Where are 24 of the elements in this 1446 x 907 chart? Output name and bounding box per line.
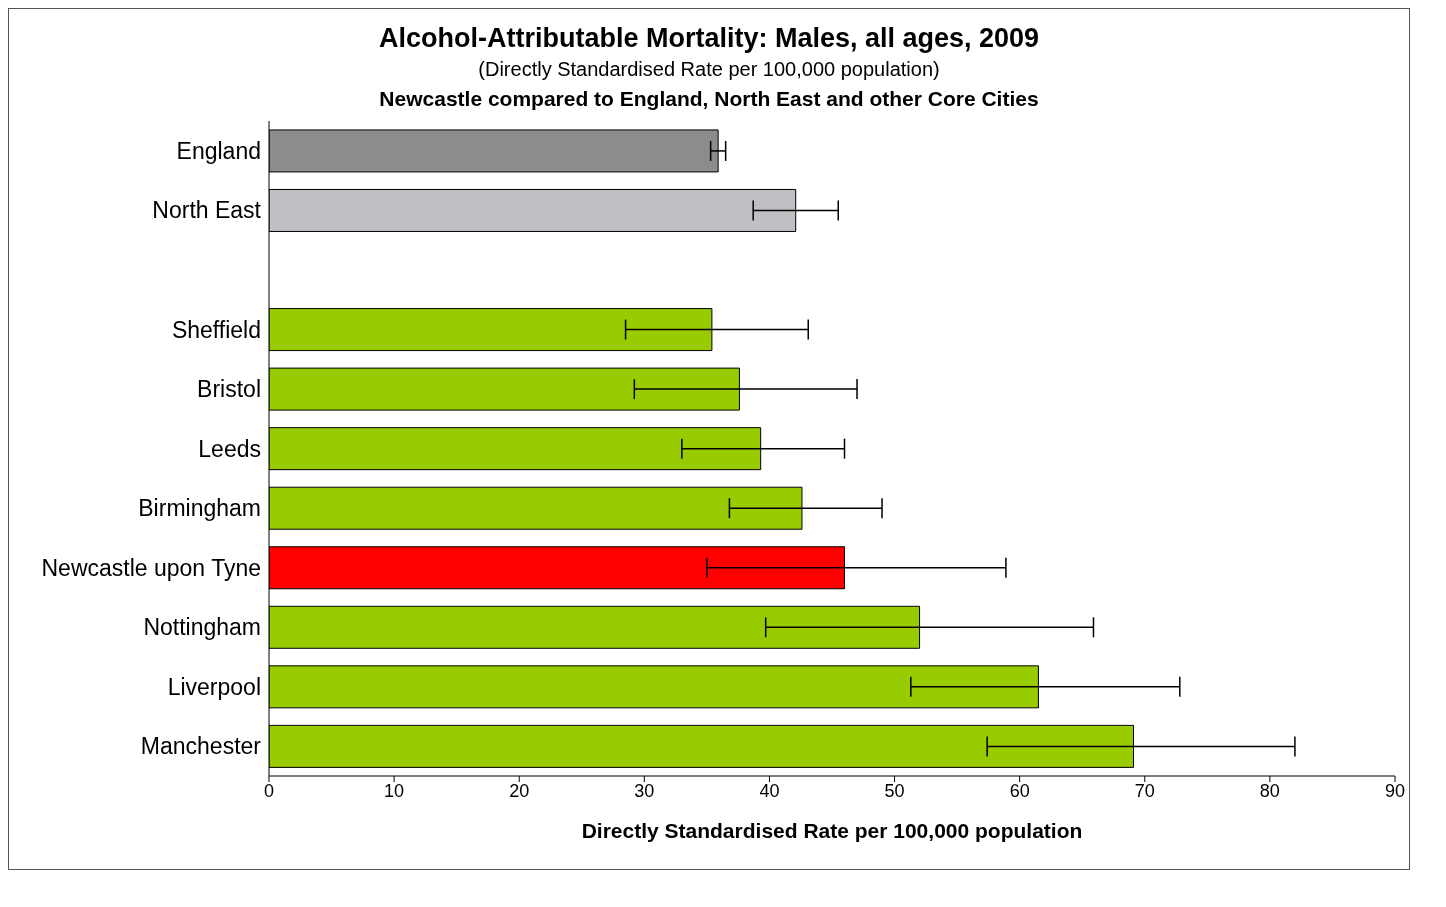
x-tick-label: 40 [759,780,780,801]
y-tick-label: England [176,137,261,164]
y-tick-label: Nottingham [143,614,261,641]
text: Newcastle compared to England, North East and other Core Cities [378,87,1040,111]
y-tick-label: Newcastle upon Tyne [41,554,261,581]
y-tick-label: Bristol [197,376,261,403]
x-tick-label: 0 [263,780,275,801]
x-tick-label: 50 [884,780,905,801]
x-tick-label: 90 [1384,780,1406,801]
y-tick-label: Leeds [198,435,261,462]
x-axis-title: Directly Standardised Rate per 100,000 population [581,819,1083,842]
y-tick-label: North East [152,197,262,224]
chart-subtitle: (Directly Standardised Rate per 100,000 population) [477,58,941,81]
y-tick-label: Sheffield [171,316,261,343]
x-tick-label: 60 [1009,780,1030,801]
x-tick-label: 30 [634,780,655,801]
y-tick-label: Liverpool [167,673,261,700]
y-tick-label: Birmingham [138,495,261,522]
x-tick-label: 20 [509,780,530,801]
x-tick-label: 10 [384,780,405,801]
y-tick-label: Manchester [140,733,262,760]
x-tick-label: 80 [1259,780,1280,801]
x-tick-label: 70 [1134,780,1155,801]
chart-title: Alcohol-Attributable Mortality: Males, all ages, 2009 [377,23,1041,54]
